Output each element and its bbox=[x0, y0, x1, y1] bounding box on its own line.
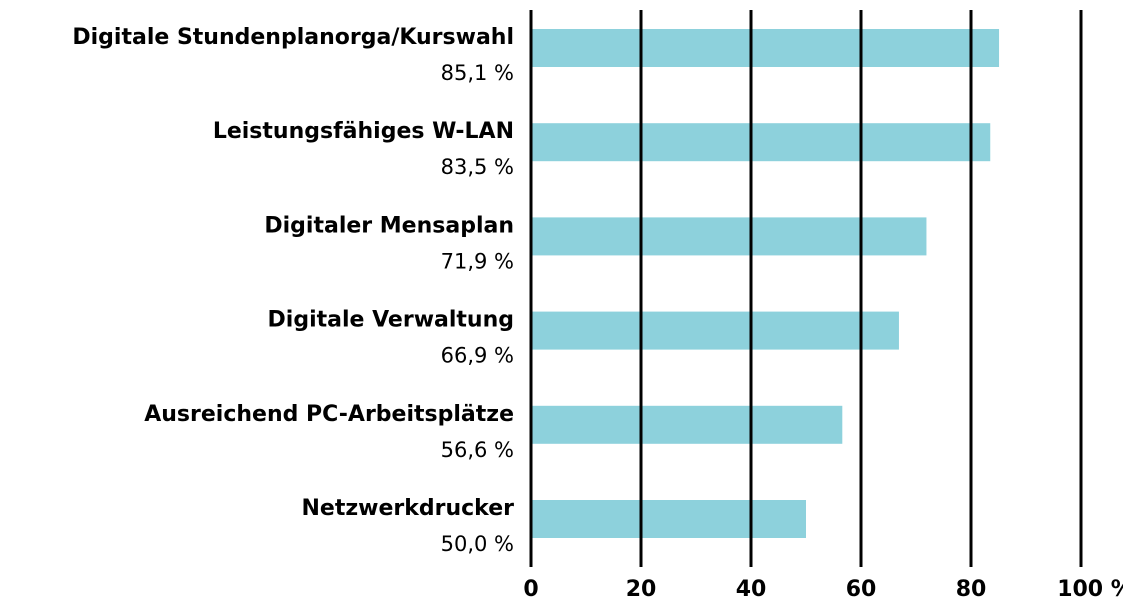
value-label: 66,9 % bbox=[441, 344, 514, 368]
value-label: 56,6 % bbox=[441, 438, 514, 462]
bar bbox=[531, 29, 1000, 67]
category-label: Leistungsfähiges W-LAN bbox=[213, 119, 514, 144]
category-label: Ausreichend PC-Arbeitsplätze bbox=[144, 402, 514, 427]
x-tick-label: 20 bbox=[626, 577, 657, 602]
x-tick-label: 60 bbox=[846, 577, 877, 602]
value-label: 83,5 % bbox=[441, 155, 514, 179]
x-tick-label: 40 bbox=[736, 577, 767, 602]
bar bbox=[531, 500, 806, 538]
bar bbox=[531, 123, 991, 162]
value-label: 71,9 % bbox=[441, 249, 514, 273]
value-label: 50,0 % bbox=[441, 532, 514, 556]
category-label: Netzwerkdrucker bbox=[302, 496, 515, 521]
x-tick-label: 0 bbox=[523, 577, 538, 602]
bar bbox=[531, 311, 899, 350]
bar bbox=[531, 217, 927, 256]
x-tick-label: 80 bbox=[956, 577, 987, 602]
value-label: 85,1 % bbox=[441, 61, 514, 85]
category-label: Digitale Verwaltung bbox=[268, 308, 514, 333]
category-label: Digitale Stundenplanorga/Kurswahl bbox=[72, 25, 514, 50]
x-tick-label: 100 % bbox=[1057, 577, 1123, 602]
category-label: Digitaler Mensaplan bbox=[264, 213, 514, 238]
bar bbox=[531, 405, 843, 444]
